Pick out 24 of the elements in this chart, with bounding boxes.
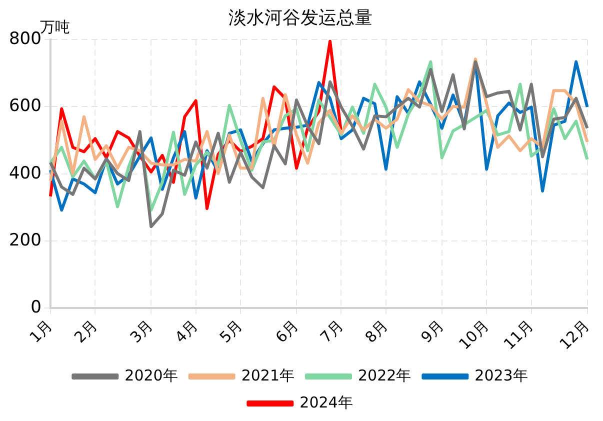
x-tick-label: 5月 (216, 316, 246, 346)
legend-label: 2021年 (241, 366, 295, 384)
legend-label: 2024年 (300, 393, 353, 412)
y-axis-title: 万吨 (40, 18, 70, 36)
x-tick-label: 11月 (500, 316, 537, 354)
x-tick-label: 7月 (316, 316, 347, 346)
x-tick-label: 4月 (171, 316, 202, 346)
legend-label: 2023年 (474, 366, 528, 384)
legend-label: 2022年 (358, 366, 412, 384)
x-tick-label: 3月 (126, 316, 157, 346)
chart-title: 淡水河谷发运总量 (228, 7, 372, 28)
x-tick-label: 2月 (70, 316, 101, 346)
x-tick-label: 6月 (272, 316, 302, 346)
y-tick-label: 200 (8, 230, 42, 250)
x-tick-label: 9月 (417, 316, 448, 346)
y-tick-label: 600 (8, 96, 42, 116)
y-tick-label: 0 (30, 298, 42, 318)
legend-label: 2020年 (124, 366, 178, 384)
x-tick-label: 12月 (556, 316, 593, 354)
x-tick-label: 1月 (26, 316, 56, 346)
y-tick-label: 400 (8, 163, 42, 184)
x-tick-label: 10月 (455, 316, 492, 354)
y-tick-label: 800 (8, 29, 42, 50)
x-tick-label: 8月 (361, 316, 392, 346)
